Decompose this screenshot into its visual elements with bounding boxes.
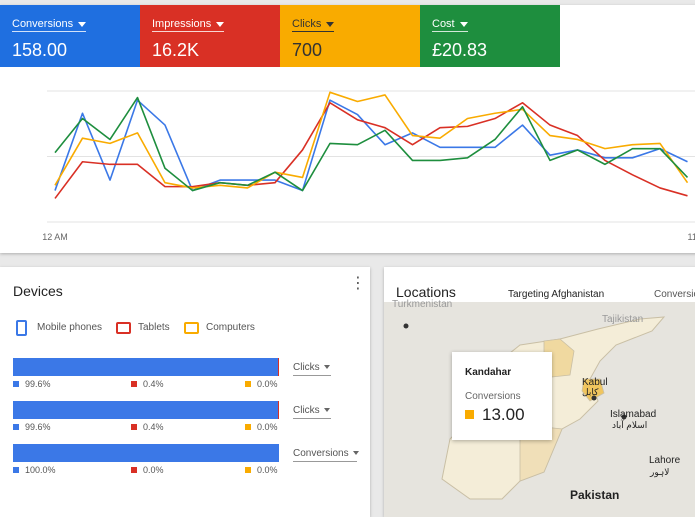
metric-dropdown[interactable]: Clicks [293, 405, 331, 419]
legend-label: Mobile phones [37, 322, 102, 333]
tooltip-title: Kandahar [465, 367, 511, 378]
metric-tile[interactable]: Clicks 700 [280, 5, 420, 67]
legend-swatch [245, 424, 251, 430]
legend-icon [184, 322, 199, 334]
card-title: Locations [396, 284, 456, 300]
metric-label: Impressions [152, 18, 224, 32]
card-title: Devices [13, 283, 63, 299]
value-label: 0.0% [143, 465, 164, 475]
legend-swatch [245, 467, 251, 473]
metric-dropdown[interactable]: Clicks [293, 362, 331, 376]
legend-icon [116, 322, 131, 334]
more-menu[interactable]: ⋮ [350, 281, 366, 287]
legend-swatch [13, 381, 19, 387]
tooltip-swatch [465, 410, 474, 419]
tooltip: Kandahar Conversions 13.00 [452, 352, 552, 440]
tooltip-value: 13.00 [482, 405, 525, 425]
performance-card: 12 AM 11 PM Conversions 158.00 Impressions 1… [0, 5, 695, 253]
devices-card: Devices ⋮ Mobile phones Tablets Computers 9… [0, 267, 370, 517]
map-label: Pakistan [570, 488, 619, 502]
map-label: اسلام آباد [612, 419, 647, 430]
metric-dropdown[interactable]: Conversions [654, 289, 695, 300]
legend-label: Computers [206, 322, 255, 333]
metric-value: 16.2K [152, 40, 199, 61]
metric-tile[interactable]: Impressions 16.2K [140, 5, 280, 67]
map-label: Tajikistan [602, 314, 643, 325]
map-label: کابل [582, 387, 599, 397]
bar-segment [13, 444, 279, 462]
metric-tile[interactable]: Conversions 158.00 [0, 5, 140, 67]
map-label: Lahore [649, 455, 681, 466]
value-label: 99.6% [25, 422, 51, 432]
city-dot [404, 324, 409, 329]
targeting-text: Targeting Afghanistan [508, 289, 604, 300]
metric-label: Clicks [292, 18, 334, 32]
metric-tile[interactable]: Cost £20.83 [420, 5, 560, 67]
legend-icon [16, 320, 27, 336]
value-label: 0.0% [257, 422, 278, 432]
x-tick-label: 12 AM [42, 232, 68, 242]
bar-segment [278, 401, 279, 419]
legend-label: Tablets [138, 322, 170, 333]
value-label: 0.4% [143, 422, 164, 432]
value-label: 0.0% [257, 465, 278, 475]
legend-swatch [131, 467, 137, 473]
tooltip-metric: Conversions [465, 391, 521, 402]
series-line [55, 100, 688, 190]
metric-value: 158.00 [12, 40, 67, 61]
bar-segment [13, 401, 278, 419]
map-label: Turkmenistan [392, 299, 452, 310]
bar-segment [278, 358, 279, 376]
legend-swatch [13, 467, 19, 473]
legend-swatch [245, 381, 251, 387]
metric-value: 700 [292, 40, 322, 61]
value-label: 0.0% [257, 379, 278, 389]
map-label: لاہور [649, 467, 669, 477]
metric-value: £20.83 [432, 40, 487, 61]
legend-swatch [13, 424, 19, 430]
bar-segment [13, 358, 278, 376]
series-line [55, 103, 688, 199]
value-label: 100.0% [25, 465, 56, 475]
map-label: Islamabad [610, 409, 656, 420]
metric-label: Cost [432, 18, 468, 32]
value-label: 99.6% [25, 379, 51, 389]
x-tick-label: 11 PM [688, 232, 695, 242]
metric-label: Conversions [12, 18, 86, 32]
value-label: 0.4% [143, 379, 164, 389]
legend-swatch [131, 381, 137, 387]
legend-swatch [131, 424, 137, 430]
metric-dropdown[interactable]: Conversions [293, 448, 357, 462]
